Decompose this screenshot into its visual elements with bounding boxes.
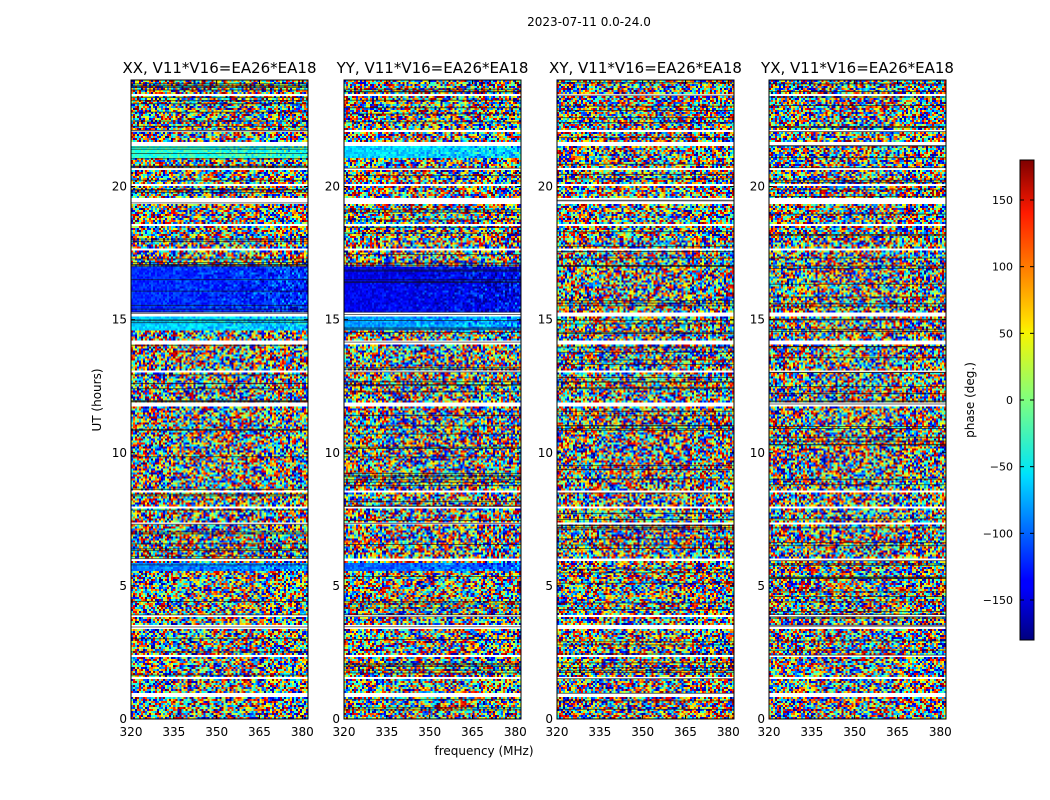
panel: XY, V11*V16=EA26*EA18 320 335 350 365 380 0 5 10…	[538, 59, 742, 739]
x-tick-label: 380	[504, 725, 527, 739]
x-tick-label: 320	[333, 725, 356, 739]
panel-title: YX, V11*V16=EA26*EA18	[760, 59, 954, 77]
x-tick-label: 365	[248, 725, 271, 739]
y-tick-label: 20	[112, 180, 127, 194]
x-tick-label: 380	[291, 725, 314, 739]
colorbar-tick-label: 0	[1006, 394, 1013, 407]
heatmap-image	[769, 80, 946, 719]
colorbar-tick-label: 100	[992, 261, 1013, 274]
x-tick-label: 365	[886, 725, 909, 739]
x-tick-label: 350	[631, 725, 654, 739]
panel-title: XY, V11*V16=EA26*EA18	[549, 59, 742, 77]
heatmap-image	[557, 80, 734, 719]
y-axis-label: UT (hours)	[90, 368, 104, 431]
x-tick-label: 350	[205, 725, 228, 739]
y-tick-label: 5	[757, 579, 765, 593]
x-tick-label: 335	[800, 725, 823, 739]
y-tick-label: 20	[325, 180, 340, 194]
panel-frame	[130, 79, 309, 720]
heatmap-image	[344, 80, 521, 719]
panel-frame	[556, 79, 735, 720]
colorbar-tick-label: −50	[990, 461, 1013, 474]
x-tick-label: 320	[120, 725, 143, 739]
panel-title: XX, V11*V16=EA26*EA18	[122, 59, 316, 77]
y-tick-label: 5	[545, 579, 553, 593]
y-tick-label: 15	[538, 313, 553, 327]
x-tick-label: 350	[843, 725, 866, 739]
x-tick-label: 335	[375, 725, 398, 739]
y-tick-label: 15	[112, 313, 127, 327]
colorbar-ticks: −150 −100 −50 0 50 100 150	[983, 194, 1034, 607]
y-tick-label: 0	[545, 712, 553, 726]
x-axis-label: frequency (MHz)	[434, 744, 533, 758]
y-tick-label: 10	[112, 446, 127, 460]
colorbar-tick-label: 50	[999, 327, 1013, 340]
colorbar-tick-label: −100	[983, 527, 1013, 540]
x-tick-label: 380	[717, 725, 740, 739]
y-tick-label: 0	[757, 712, 765, 726]
panel: XX, V11*V16=EA26*EA18 320 335 350 365 380 0 5 10…	[112, 59, 317, 739]
x-tick-label: 320	[758, 725, 781, 739]
colorbar-tick-label: 150	[992, 194, 1013, 207]
panel-frame	[768, 79, 947, 720]
colorbar-tick-label: −150	[983, 594, 1013, 607]
y-tick-label: 10	[750, 446, 765, 460]
x-tick-label: 365	[674, 725, 697, 739]
colorbar: −150 −100 −50 0 50 100 150 phase (deg.)	[963, 159, 1035, 641]
x-tick-label: 365	[461, 725, 484, 739]
x-tick-label: 350	[418, 725, 441, 739]
x-tick-label: 335	[162, 725, 185, 739]
y-tick-label: 20	[538, 180, 553, 194]
x-tick-label: 320	[546, 725, 569, 739]
panels: XX, V11*V16=EA26*EA18 320 335 350 365 380 0 5 10…	[112, 59, 954, 739]
y-tick-label: 20	[750, 180, 765, 194]
y-tick-label: 5	[332, 579, 340, 593]
y-tick-label: 0	[119, 712, 127, 726]
panel: YY, V11*V16=EA26*EA18 320 335 350 365 380 0 5 10…	[325, 59, 529, 739]
y-tick-label: 10	[538, 446, 553, 460]
y-tick-label: 0	[332, 712, 340, 726]
panel: YX, V11*V16=EA26*EA18 320 335 350 365 380 0 5 10…	[750, 59, 954, 739]
y-tick-label: 15	[325, 313, 340, 327]
colorbar-label: phase (deg.)	[963, 362, 977, 438]
x-tick-label: 380	[929, 725, 952, 739]
y-tick-label: 5	[119, 579, 127, 593]
panel-frame	[343, 79, 522, 720]
figure-title: 2023-07-11 0.0-24.0	[527, 15, 651, 29]
x-tick-label: 335	[588, 725, 611, 739]
y-tick-label: 15	[750, 313, 765, 327]
panel-title: YY, V11*V16=EA26*EA18	[336, 59, 529, 77]
heatmap-image	[131, 80, 308, 719]
y-tick-label: 10	[325, 446, 340, 460]
